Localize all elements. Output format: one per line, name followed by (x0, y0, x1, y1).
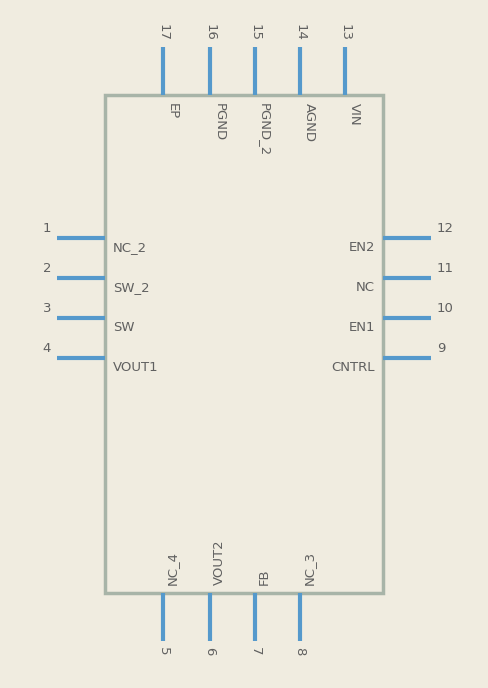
Text: NC_2: NC_2 (113, 241, 147, 254)
Text: CNTRL: CNTRL (331, 361, 375, 374)
Text: 3: 3 (42, 302, 51, 315)
Text: VIN: VIN (348, 103, 361, 126)
Text: 10: 10 (437, 302, 454, 315)
Text: 12: 12 (437, 222, 454, 235)
Text: NC: NC (356, 281, 375, 294)
Text: FB: FB (258, 568, 271, 585)
Text: 8: 8 (293, 647, 306, 656)
Text: 9: 9 (437, 342, 446, 355)
Text: PGND_2: PGND_2 (258, 103, 271, 156)
Text: 1: 1 (42, 222, 51, 235)
Text: EP: EP (166, 103, 179, 119)
Text: EN2: EN2 (348, 241, 375, 254)
Text: SW: SW (113, 321, 135, 334)
Text: 2: 2 (42, 262, 51, 275)
Text: EN1: EN1 (348, 321, 375, 334)
Text: 15: 15 (248, 24, 262, 41)
Text: 4: 4 (42, 342, 51, 355)
Text: 13: 13 (339, 24, 351, 41)
Text: PGND: PGND (213, 103, 226, 141)
Text: NC_4: NC_4 (166, 551, 179, 585)
Text: 6: 6 (203, 647, 217, 656)
Text: AGND: AGND (303, 103, 316, 142)
Text: 5: 5 (157, 647, 169, 656)
Text: 14: 14 (293, 24, 306, 41)
Text: SW_2: SW_2 (113, 281, 150, 294)
Text: VOUT1: VOUT1 (113, 361, 159, 374)
Text: 16: 16 (203, 24, 217, 41)
Text: NC_3: NC_3 (303, 551, 316, 585)
Text: 11: 11 (437, 262, 454, 275)
Bar (105, 95, 383, 593)
Text: VOUT2: VOUT2 (213, 539, 226, 585)
Text: 7: 7 (248, 647, 262, 656)
Text: 17: 17 (157, 24, 169, 41)
